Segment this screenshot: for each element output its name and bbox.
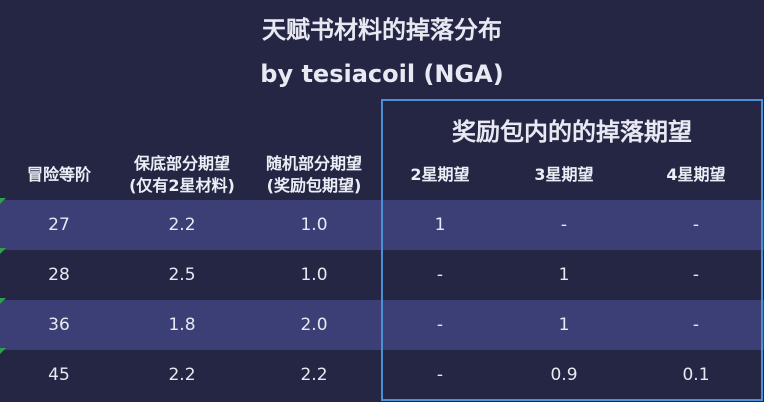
header-star2: 2星期望 bbox=[382, 150, 498, 200]
cell-base: 2.2 bbox=[168, 365, 196, 385]
header-star3-label: 3星期望 bbox=[534, 165, 594, 184]
group-title: 奖励包内的的掉落期望 bbox=[452, 118, 692, 146]
cell-base: 1.8 bbox=[168, 315, 196, 335]
row-marker-icon bbox=[0, 198, 6, 204]
cell-star3: 1 bbox=[558, 315, 570, 335]
header-star3: 3星期望 bbox=[498, 150, 630, 200]
header-star2-label: 2星期望 bbox=[410, 165, 470, 184]
cell-star4: - bbox=[692, 315, 700, 335]
cell-star3: 0.9 bbox=[550, 365, 578, 385]
header-level-label: 冒险等阶 bbox=[26, 165, 91, 184]
cell-star2: - bbox=[436, 315, 444, 335]
header-base-line1: 保底部分期望 bbox=[133, 154, 230, 173]
header-random-line2: (奖励包期望) bbox=[266, 176, 362, 195]
table-row: 27 2.2 1.0 1 - - bbox=[0, 198, 764, 250]
cell-base: 2.2 bbox=[168, 215, 196, 235]
cell-level: 45 bbox=[48, 365, 70, 385]
row-marker-icon bbox=[0, 348, 6, 354]
cell-random: 1.0 bbox=[300, 265, 328, 285]
cell-star4: - bbox=[692, 215, 700, 235]
header-random-line1: 随机部分期望 bbox=[265, 154, 362, 173]
cell-star4: - bbox=[692, 265, 700, 285]
table-row: 45 2.2 2.2 - 0.9 0.1 bbox=[0, 348, 764, 400]
cell-star2: - bbox=[436, 265, 444, 285]
header-base-line2: (仅有2星材料) bbox=[129, 176, 235, 195]
header-random: 随机部分期望 (奖励包期望) bbox=[246, 150, 382, 200]
row-marker-icon bbox=[0, 298, 6, 304]
header-star4: 4星期望 bbox=[630, 150, 762, 200]
cell-level: 36 bbox=[48, 315, 70, 335]
cell-star2: 1 bbox=[434, 215, 446, 235]
cell-star3: 1 bbox=[558, 265, 570, 285]
cell-star4: 0.1 bbox=[682, 365, 710, 385]
row-marker-icon bbox=[0, 248, 6, 254]
header-level: 冒险等阶 bbox=[0, 150, 118, 200]
table-subtitle: by tesiacoil (NGA) bbox=[260, 60, 504, 88]
cell-level: 27 bbox=[48, 215, 70, 235]
cell-level: 28 bbox=[48, 265, 70, 285]
table-row: 36 1.8 2.0 - 1 - bbox=[0, 298, 764, 350]
header-base: 保底部分期望 (仅有2星材料) bbox=[118, 150, 246, 200]
table-row: 28 2.5 1.0 - 1 - bbox=[0, 248, 764, 300]
cell-base: 2.5 bbox=[168, 265, 196, 285]
cell-random: 2.0 bbox=[300, 315, 328, 335]
table-title: 天赋书材料的掉落分布 bbox=[262, 16, 502, 44]
cell-random: 2.2 bbox=[300, 365, 328, 385]
header-star4-label: 4星期望 bbox=[666, 165, 726, 184]
cell-random: 1.0 bbox=[300, 215, 328, 235]
cell-star2: - bbox=[436, 365, 444, 385]
cell-star3: - bbox=[560, 215, 568, 235]
